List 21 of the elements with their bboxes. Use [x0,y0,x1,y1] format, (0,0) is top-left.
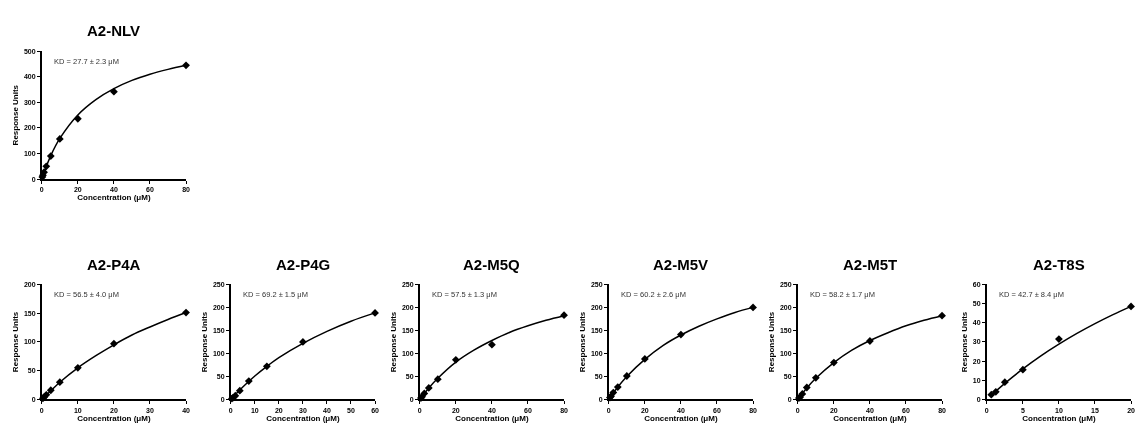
chart-title: A2-P4A [87,256,141,273]
x-axis-title: Concentration (μM) [833,413,907,423]
x-axis-title: Concentration (μM) [644,413,718,423]
chart-title: A2-M5V [653,256,709,273]
y-axis-title: Response Units [578,311,588,373]
chart-title: A2-T8S [1033,256,1085,273]
x-axis-title: Concentration (μM) [1022,413,1096,423]
x-axis-title: Concentration (μM) [455,413,529,423]
y-axis-title: Response Units [767,311,777,373]
y-axis-title: Response Units [11,84,21,146]
y-axis-title: Response Units [960,311,970,373]
chart-title: A2-NLV [87,22,141,39]
x-axis-title: Concentration (μM) [266,413,340,423]
y-axis-title: Response Units [200,311,210,373]
x-axis-title: Concentration (μM) [77,193,151,203]
chart-title: A2-M5Q [463,256,521,273]
y-axis-title: Response Units [389,311,399,373]
chart-title: A2-M5T [843,256,898,273]
x-axis-title: Concentration (μM) [77,413,151,423]
chart-title: A2-P4G [276,256,331,273]
y-axis-title: Response Units [11,311,21,373]
